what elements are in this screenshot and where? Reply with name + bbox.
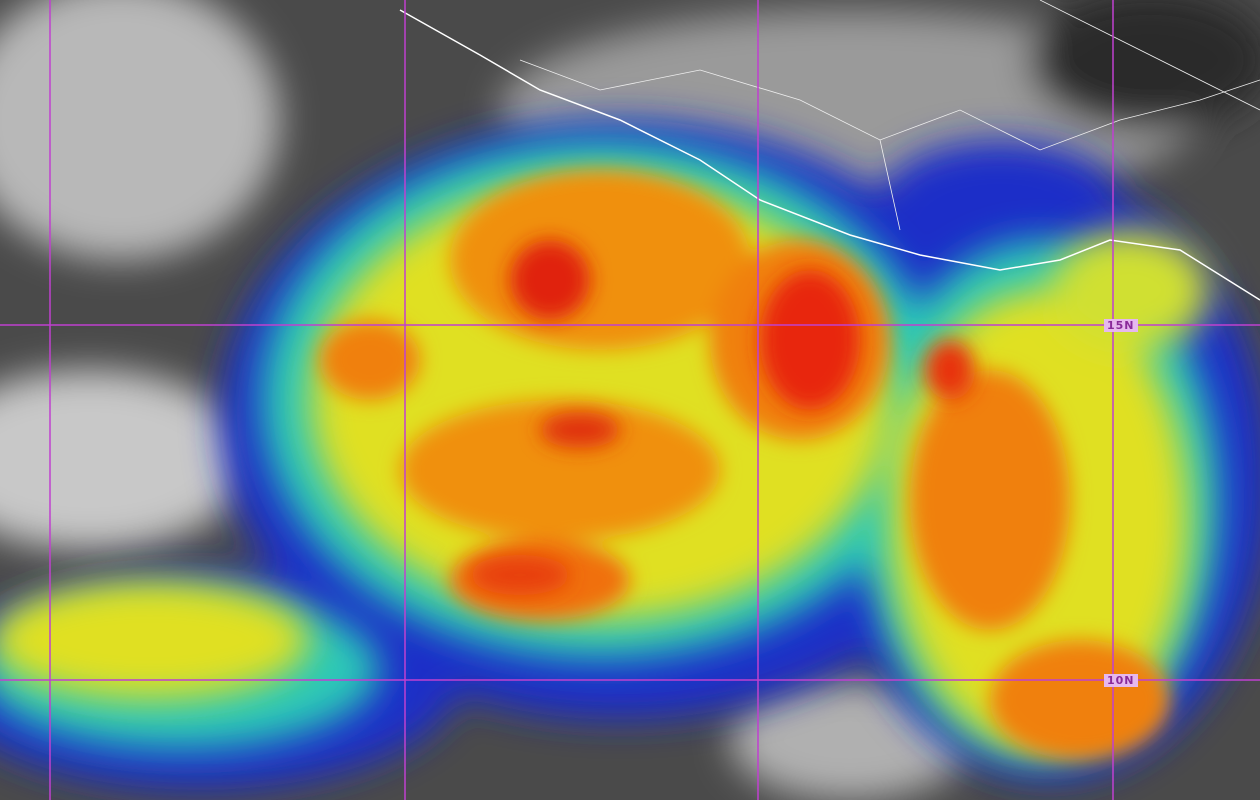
latitude-label-10n: 10N [1104,674,1138,687]
storm-orange [320,170,1170,760]
latitude-label-15n: 15N [1104,319,1138,332]
storm-red [470,240,975,595]
borders [519,0,1260,231]
coastline [399,9,1260,301]
